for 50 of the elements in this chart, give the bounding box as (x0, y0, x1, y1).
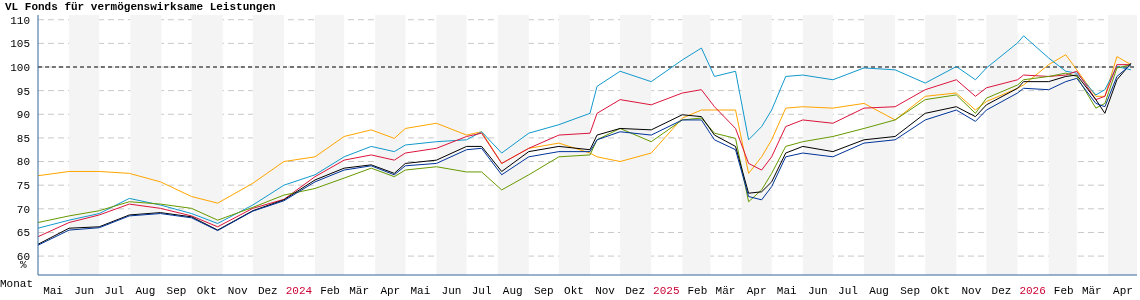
x-tick-label: Jul (471, 285, 492, 297)
x-tick-label: Aug (869, 285, 889, 297)
x-tick-label: Feb (1053, 285, 1074, 297)
x-tick-label: Mär (1081, 285, 1102, 297)
x-tick-label: 2024 (285, 285, 313, 297)
x-tick-label: Mai (43, 285, 64, 297)
x-tick-label: Dez (257, 285, 278, 297)
x-tick-label: Jun (441, 285, 462, 297)
x-tick-label: Mär (349, 285, 370, 297)
chart-title: VL Fonds für vermögenswirksame Leistungen (5, 1, 276, 13)
x-tick-label: Mai (410, 285, 431, 297)
x-tick-label: Feb (320, 285, 340, 297)
x-tick-label: Okt (196, 285, 217, 297)
x-tick-label: Mai (776, 285, 798, 297)
x-tick-label: Jun (74, 285, 95, 297)
y-tick-label: 65 (16, 227, 30, 240)
x-tick-label: Jun (807, 285, 828, 297)
x-tick-label: Nov (961, 285, 982, 297)
y-tick-label: 80 (16, 156, 30, 169)
x-tick-label: Feb (687, 285, 708, 297)
x-tick-label: Sep (166, 285, 187, 297)
y-tick-label: 90 (16, 109, 30, 122)
x-tick-label: Okt (930, 285, 951, 297)
y-tick-label: 105 (10, 38, 30, 51)
line-series (38, 54, 1132, 204)
x-tick-label: Sep (533, 285, 554, 297)
y-tick-label: 75 (16, 180, 30, 193)
x-tick-label: Aug (135, 285, 156, 297)
x-tick-label: Apr (1113, 285, 1133, 297)
x-tick-label: Sep (900, 285, 921, 297)
x-tick-label: Dez (625, 285, 646, 297)
x-tick-label: Dez (991, 285, 1012, 297)
x-tick-label: Aug (502, 285, 523, 297)
x-tick-label: 2026 (1019, 285, 1046, 297)
line-series (38, 35, 1132, 229)
x-tick-label: Okt (564, 285, 584, 297)
y-tick-label: 85 (16, 132, 30, 145)
y-tick-label: 95 (16, 85, 30, 98)
x-tick-label: Nov (227, 285, 249, 297)
x-axis-title: Monat (0, 278, 34, 290)
x-tick-label: Mär (715, 285, 736, 297)
x-tick-label: 2025 (653, 285, 680, 297)
y-tick-label: 110 (10, 14, 30, 27)
x-tick-label: Nov (595, 285, 616, 297)
x-tick-label: Jul (838, 285, 858, 297)
y-tick-label: 70 (16, 203, 30, 216)
x-tick-label: Jul (104, 285, 125, 297)
x-tick-label: Apr (746, 285, 767, 297)
x-tick-label: Apr (380, 285, 401, 297)
y-tick-label: 100 (10, 61, 30, 74)
